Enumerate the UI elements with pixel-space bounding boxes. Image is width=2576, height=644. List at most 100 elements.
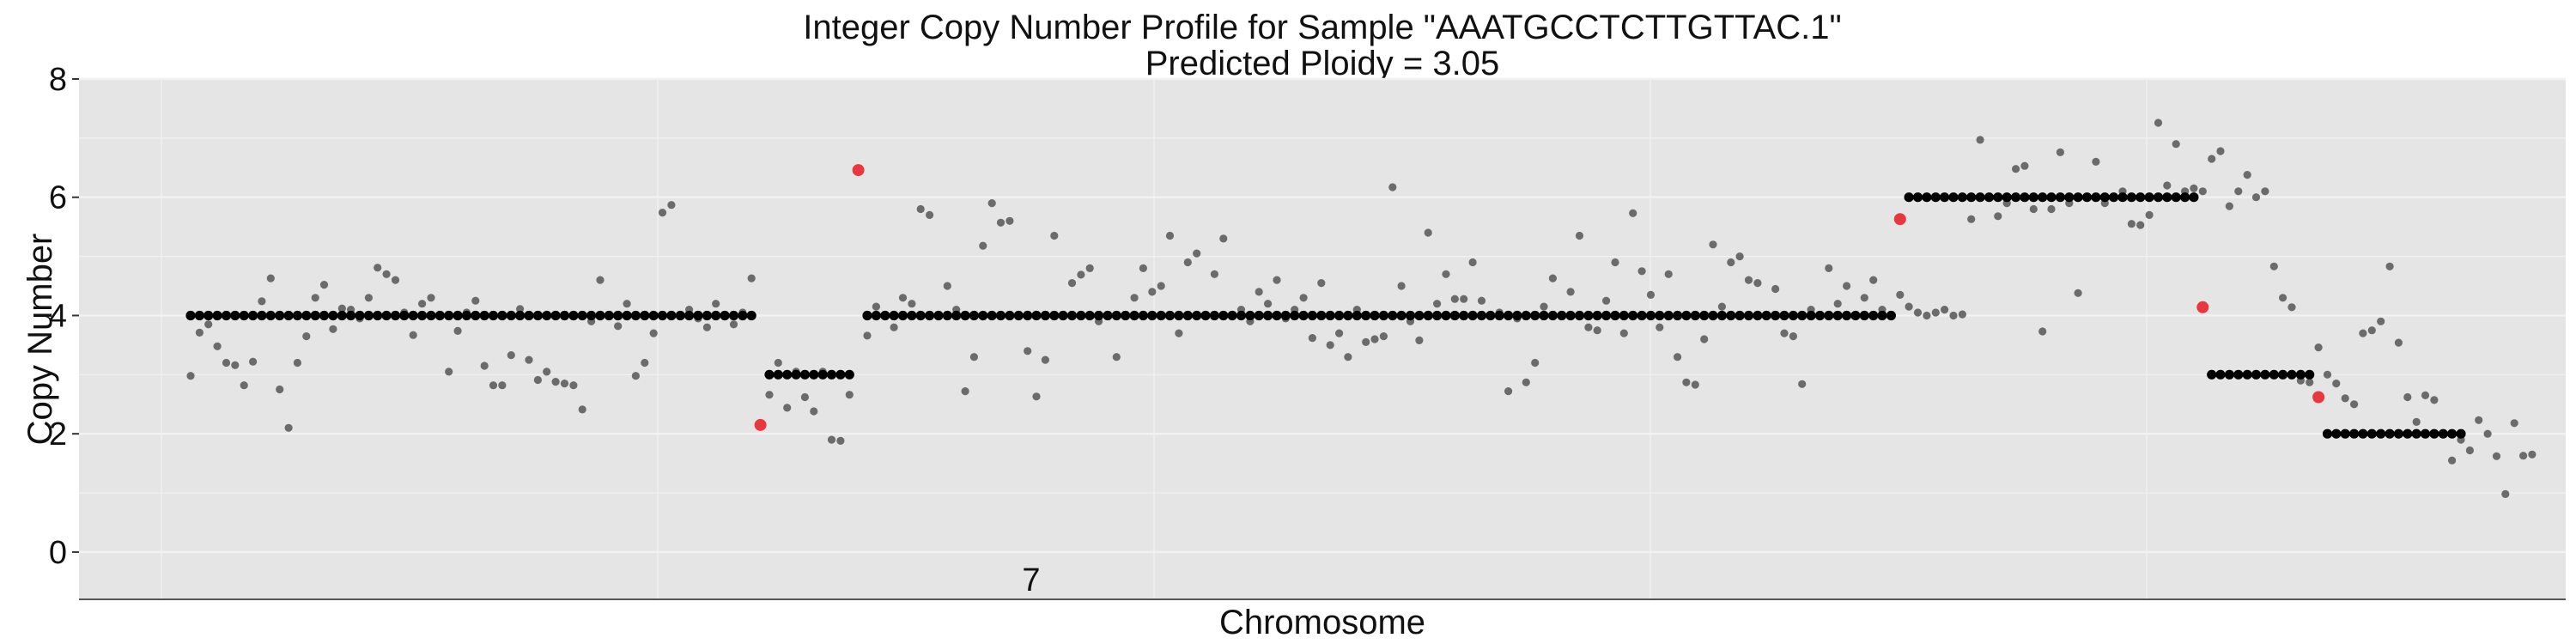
segment-point [1023,310,1033,321]
segment-point [1930,192,1941,203]
raw-point [284,423,293,432]
segment-point [1868,310,1879,321]
raw-point [1032,392,1041,401]
segment-point [2020,192,2030,203]
raw-point [1433,300,1442,308]
segment-point [1084,310,1095,321]
raw-point [453,326,462,335]
breakpoint-point [754,418,767,431]
raw-point [2261,187,2269,196]
raw-point [507,351,515,360]
segment-point [1743,310,1754,321]
segment-point [1263,310,1273,321]
raw-point [2154,118,2163,127]
raw-point [2314,343,2323,352]
raw-point [1860,294,1868,302]
raw-point [1112,353,1121,361]
raw-point [2394,338,2403,347]
segment-point [1361,310,1371,321]
y-axis-ticks: 0 2 4 6 8 [49,62,79,571]
raw-point [409,331,417,339]
raw-point [2367,326,2376,335]
segment-point [835,369,846,380]
segment-point [2287,369,2297,380]
segment-point [265,310,276,321]
segment-point [782,369,793,380]
raw-point [266,274,275,283]
segment-point [880,310,890,321]
segment-point [1565,310,1576,321]
raw-point [1682,378,1691,386]
raw-point [1619,329,1628,337]
segment-point [524,310,534,321]
y-tick-label: 8 [49,62,67,98]
raw-point [845,391,854,399]
segment-point [2242,369,2252,380]
segment-point [1512,310,1522,321]
raw-point [2198,187,2207,196]
segment-point [1850,310,1861,321]
segment-point [1218,310,1229,321]
raw-point [2145,210,2154,219]
segment-point [720,310,730,321]
raw-point [578,405,586,414]
segment-point [230,310,240,321]
segment-point [978,310,988,321]
segment-point [1066,310,1078,321]
segment-point [1147,310,1157,321]
raw-point [186,372,195,380]
x-tick-label: 7 [1022,562,1040,598]
segment-point [568,310,579,321]
raw-point [319,281,329,289]
raw-point [1148,288,1157,296]
segment-point [257,310,267,321]
segment-point [960,310,970,321]
segment-point [542,310,552,321]
raw-point [1744,276,1753,284]
segment-point [373,310,383,321]
segment-point [1272,310,1282,321]
segment-point [1904,192,1914,203]
raw-point [872,302,880,311]
plot-panel [79,79,2566,599]
raw-point [1941,306,1949,314]
segment-point [1209,310,1219,321]
segment-point [1922,192,1932,203]
raw-point [2350,400,2359,409]
raw-point [1593,326,1601,335]
raw-point [1931,308,1940,317]
raw-point [2269,262,2278,270]
raw-point [1255,288,1263,296]
raw-point [1165,231,1175,240]
raw-point [418,300,427,308]
segment-point [2046,192,2057,203]
segment-point [2109,192,2119,203]
segment-point [1539,310,1549,321]
raw-point [800,392,810,402]
segment-point [248,310,258,321]
segment-point [889,310,899,321]
raw-point [2163,181,2172,190]
raw-point [1157,282,1165,290]
raw-point [658,209,667,217]
raw-point [1727,258,1735,267]
raw-point [1602,296,1611,305]
raw-point [2403,392,2412,402]
segment-point [2260,369,2270,380]
segment-point [1521,310,1531,321]
raw-point [364,294,373,302]
raw-point [1424,228,1432,237]
raw-point [1326,341,1334,349]
segment-point [363,310,374,321]
raw-point [747,274,756,283]
segment-point [1832,310,1843,321]
segment-point [1948,192,1959,203]
segment-point [897,310,908,321]
raw-point [1041,355,1049,364]
segment-point [1121,310,1131,321]
segment-point [1031,310,1042,321]
segment-point [275,310,285,321]
raw-point [1273,276,1281,284]
segment-point [693,310,703,321]
raw-point [533,375,543,385]
